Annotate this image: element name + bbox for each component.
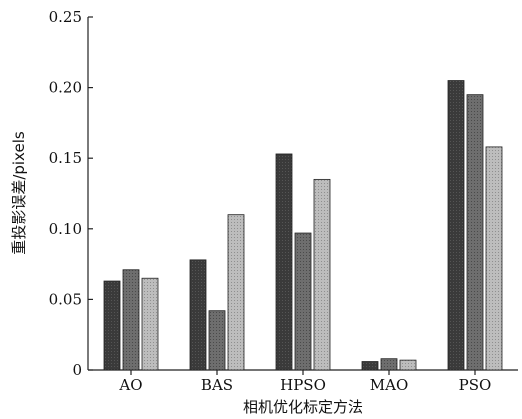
- bar-pso-series-2: [466, 94, 484, 371]
- bars-group: [103, 80, 503, 371]
- x-tick-label: AO: [118, 376, 142, 394]
- bar-mao-series-2: [380, 358, 398, 371]
- bar-ao-series-2: [122, 269, 140, 371]
- y-tick-label: 0.10: [49, 220, 82, 238]
- bar-mao-series-3: [399, 359, 417, 371]
- x-axis-title: 相机优化标定方法: [243, 398, 363, 416]
- bar-pso-series-1: [447, 80, 465, 371]
- y-tick-label: 0.05: [49, 290, 82, 308]
- y-tick-label: 0: [72, 361, 82, 379]
- x-tick-label: BAS: [201, 376, 233, 394]
- y-axis-ticks: 0 0.05 0.10 0.15 0.20 0.25: [49, 8, 93, 379]
- bar-hpso-series-1: [275, 153, 293, 371]
- bar-ao-series-3: [141, 277, 159, 371]
- y-axis-title: 重投影误差/pixels: [10, 131, 28, 255]
- bar-pso-series-3: [485, 146, 503, 371]
- bar-bas-series-3: [227, 214, 245, 371]
- y-tick-label: 0.20: [49, 79, 82, 97]
- x-tick-label: HPSO: [280, 376, 326, 394]
- x-axis-ticks: AO BAS HPSO MAO PSO: [118, 370, 491, 394]
- x-tick-label: MAO: [370, 376, 409, 394]
- bar-mao-series-1: [361, 361, 379, 371]
- bar-hpso-series-2: [294, 232, 312, 371]
- y-tick-label: 0.25: [49, 8, 82, 26]
- plot-area: 0 0.05 0.10 0.15 0.20 0.25 AO BAS HPSO MAO PSO: [49, 8, 518, 394]
- bar-bas-series-1: [189, 259, 207, 371]
- bar-ao-series-1: [103, 280, 121, 371]
- bar-bas-series-2: [208, 310, 226, 371]
- x-tick-label: PSO: [459, 376, 492, 394]
- bar-hpso-series-3: [313, 178, 331, 371]
- y-tick-label: 0.15: [49, 149, 82, 167]
